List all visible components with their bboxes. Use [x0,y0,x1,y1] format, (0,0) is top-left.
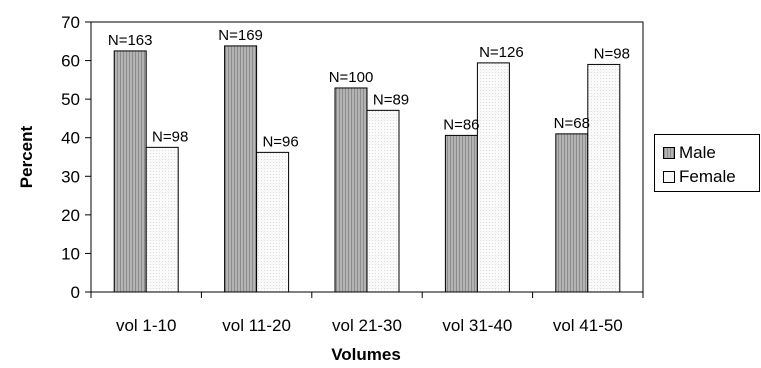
bar-female-1 [145,146,179,293]
y-tick-label: 60 [61,52,80,71]
data-label: N=68 [554,115,590,132]
data-label: N=98 [594,45,630,62]
data-label: N=89 [373,91,409,108]
legend-label-male: Male [679,143,716,162]
x-tick-label: vol 21-30 [332,316,402,335]
data-label: N=163 [108,32,153,49]
bar-female-4 [476,62,510,293]
x-axis-title: Volumes [331,345,401,364]
x-axis: vol 1-10 vol 11-20 vol 21-30 vol 31-40 vol 4… [90,292,644,335]
y-axis-title: Percent [17,125,36,188]
bar-male-3 [334,87,368,293]
bar-male-1 [113,50,147,293]
y-tick-label: 40 [61,129,80,148]
bar-male-2 [224,45,258,293]
x-tick-label: vol 11-20 [222,316,291,335]
bar-female-5 [587,63,621,293]
bar-male-5 [555,133,589,293]
data-labels: N=163 N=169 N=100 N=86 N=68 N=98 N=96 N=89 N=126… [108,27,630,150]
y-tick-label: 20 [61,206,80,225]
y-axis: 0 10 20 30 40 50 60 70 [61,13,91,302]
bar-female-3 [366,109,400,293]
data-label: N=126 [479,44,524,61]
legend-label-female: Female [679,167,736,186]
legend-swatch-male [663,147,675,159]
bars [113,45,621,293]
data-label: N=100 [329,69,374,86]
legend: Male Female [654,134,760,192]
x-tick-label: vol 1-10 [116,316,176,335]
data-label: N=98 [152,128,188,145]
data-label: N=86 [443,116,479,133]
bar-male-4 [444,134,478,293]
legend-swatch-female [663,171,675,183]
y-tick-label: 30 [61,167,80,186]
x-tick-label: vol 31-40 [442,316,512,335]
data-label: N=96 [262,133,298,150]
x-tick-label: vol 41-50 [553,316,623,335]
y-tick-label: 0 [71,283,80,302]
legend-item-male: Male [663,143,716,163]
y-tick-label: 10 [61,244,80,263]
data-label: N=169 [218,27,263,44]
legend-item-female: Female [663,167,736,187]
bar-female-2 [256,151,290,293]
y-tick-label: 50 [61,90,80,109]
y-tick-label: 70 [61,13,80,32]
